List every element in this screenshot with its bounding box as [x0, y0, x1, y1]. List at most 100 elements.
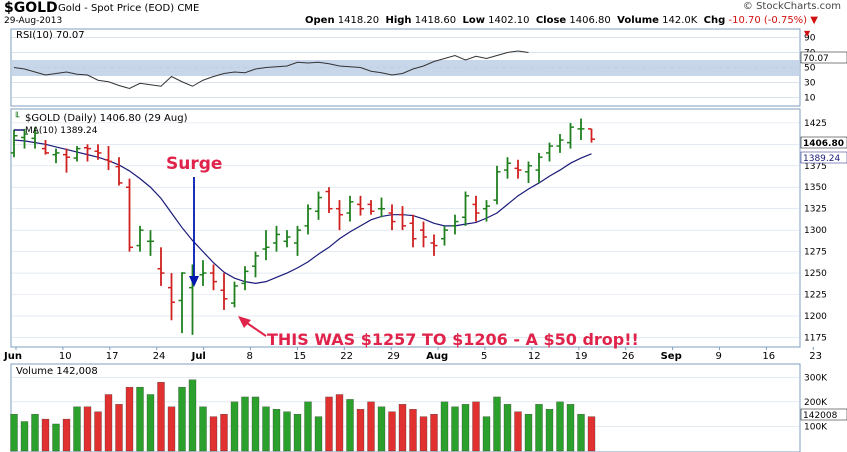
- volume-bar: [251, 396, 260, 452]
- volume-bar: [524, 413, 533, 452]
- close-value: 1406.80: [569, 15, 611, 26]
- x-axis-label: 17: [106, 351, 119, 362]
- ohlc-bar: [588, 128, 595, 143]
- rsi-band: [12, 60, 799, 76]
- volume-bar: [115, 404, 123, 452]
- ohlc-bar: [52, 148, 60, 164]
- ohlc-bar: [493, 165, 501, 205]
- x-axis-labels: Jun 10 17 24 Jul 8 15 22 29 Aug 5 12 19 26 Sep 9 16 23: [3, 347, 822, 362]
- x-axis-label: Sep: [661, 351, 682, 362]
- ohlc-bar: [273, 225, 280, 252]
- open-label: Open: [305, 15, 335, 26]
- ohlc-bar: [336, 200, 343, 231]
- ohlc-summary: Open 1418.20 High 1418.60 Low 1402.10 Cl…: [305, 15, 818, 26]
- ohlc-bar: [73, 146, 81, 162]
- ohlc-bar: [514, 159, 522, 179]
- ohlc-bar: [525, 161, 532, 183]
- volume-tick-labels: 100K 200K 300K: [804, 373, 828, 432]
- ohlc-bar: [556, 134, 564, 153]
- volume-badge-text: 142008: [803, 411, 838, 421]
- volume-bar: [482, 416, 491, 452]
- volume-bar: [230, 401, 239, 452]
- surge-annotation: Surge: [166, 154, 222, 174]
- symbol-description: Gold - Spot Price (EOD) CME: [58, 3, 199, 14]
- ohlc-bar: [42, 140, 49, 155]
- price-tick-label: 1225: [804, 291, 827, 301]
- ohlc-bar: [472, 195, 480, 222]
- volume-bar: [167, 406, 176, 452]
- volume-label: Volume: [617, 15, 659, 26]
- ohlc-bar: [315, 191, 322, 220]
- ohlc-bar: [462, 191, 469, 226]
- ohlc-bar: [304, 204, 312, 235]
- ohlc-bar: [199, 260, 207, 286]
- volume-bar: [104, 394, 113, 452]
- volume-bar: [20, 421, 29, 452]
- x-axis-label: 19: [575, 351, 588, 362]
- ohlc-bar: [231, 281, 238, 308]
- ohlc-bar: [577, 118, 585, 141]
- ohlc-bar: [94, 144, 102, 160]
- volume-bar: [304, 401, 312, 452]
- volume-label: Volume 142,008: [16, 366, 98, 377]
- volume-bar: [293, 413, 302, 452]
- x-axis-label: 15: [293, 351, 306, 362]
- volume-badge: [800, 408, 847, 421]
- close-label: Close: [535, 15, 567, 26]
- volume-bar: [398, 404, 407, 452]
- rsi-tick-label: 30: [804, 79, 816, 89]
- volume-bar: [94, 411, 102, 452]
- volume-bar: [272, 409, 281, 452]
- ohlc-bar: [409, 214, 417, 248]
- rsi-value-badge-text: 70.07: [803, 54, 829, 64]
- volume-bar: [41, 418, 50, 452]
- ohlc-bar: [357, 195, 364, 216]
- volume-tick-label: 100K: [804, 422, 828, 432]
- price-tick-label: 1175: [804, 333, 827, 343]
- rsi-value-badge: [800, 51, 847, 64]
- brand-watermark: © StockCharts.com: [742, 1, 841, 12]
- ohlc-bar: [451, 214, 459, 235]
- ohlc-bar: [105, 146, 112, 171]
- x-axis-label: 9: [716, 351, 722, 362]
- volume-bar: [146, 394, 155, 452]
- volume-bar: [514, 411, 522, 452]
- volume-bar: [535, 404, 543, 452]
- rsi-tick-label: 50: [804, 64, 816, 74]
- volume-bar: [493, 396, 501, 452]
- price-panel: [10, 108, 801, 348]
- chg-value: -10.70 (-0.75%): [728, 15, 808, 26]
- x-axis-label: 16: [762, 351, 775, 362]
- rsi-tick-labels: 1030507090: [804, 34, 816, 104]
- ohlc-bar: [430, 234, 438, 256]
- x-axis-label: Jun: [3, 351, 22, 362]
- volume-bar: [472, 401, 480, 452]
- ma-label: MA(10) 1389.24: [25, 126, 98, 136]
- rsi-down-arrow-icon: ▼: [804, 29, 811, 38]
- price-tick-label: 1250: [804, 269, 827, 279]
- volume-bar: [62, 418, 71, 452]
- ohlc-bar: [63, 148, 70, 173]
- high-label: High: [385, 15, 412, 26]
- volume-bar: [388, 411, 396, 452]
- chart-header: $GOLD Gold - Spot Price (EOD) CME 29-Aug…: [0, 0, 847, 28]
- price-tick-label: 1350: [804, 183, 827, 193]
- ma-badge-text: 1389.24: [803, 154, 840, 164]
- volume-bar: [461, 404, 470, 452]
- price-legend: ╙ $GOLD (Daily) 1406.80 (29 Aug) MA(10) …: [14, 111, 188, 136]
- ohlc-bar: [535, 152, 543, 183]
- volume-bar: [283, 411, 291, 452]
- ohlc-bar: [399, 206, 406, 231]
- ohlc-bar: [136, 225, 144, 252]
- ohlc-bar: [126, 178, 133, 252]
- volume-bar: [430, 413, 438, 452]
- price-label: $GOLD (Daily) 1406.80 (29 Aug): [25, 113, 188, 124]
- x-axis-label: 12: [528, 351, 541, 362]
- ohlc-bar: [441, 225, 448, 246]
- volume-bar: [157, 382, 165, 452]
- volume-bar: [545, 409, 554, 452]
- x-axis-label: 29: [387, 351, 400, 362]
- ohlc-bar: [378, 197, 385, 218]
- drop-arrow-icon: [238, 316, 251, 328]
- ohlc-bar: [210, 264, 217, 291]
